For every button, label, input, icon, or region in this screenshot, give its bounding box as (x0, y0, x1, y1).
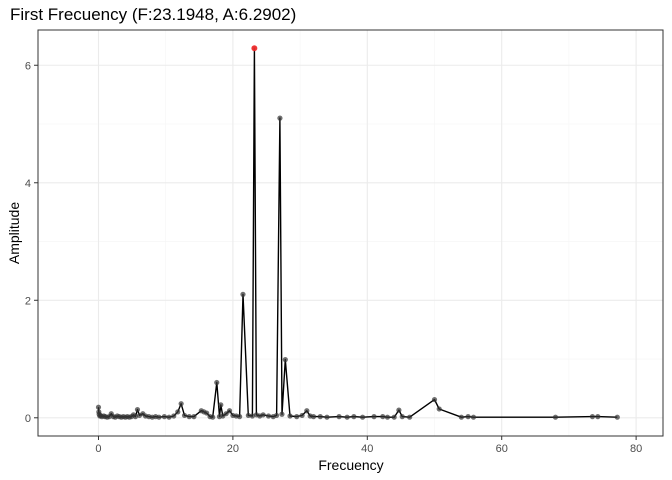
data-point (407, 414, 413, 420)
peak-point (251, 45, 258, 52)
data-point (287, 413, 293, 419)
data-point (282, 357, 288, 363)
x-tick-label: 80 (630, 443, 642, 455)
data-point (299, 412, 305, 419)
chart-title: First Frecuency (F:23.1948, A:6.2902) (10, 5, 296, 24)
data-point (260, 412, 266, 418)
panel-border (37, 29, 664, 437)
data-point (317, 414, 323, 420)
y-axis-title: Amplitude (6, 202, 22, 264)
data-point (304, 408, 310, 414)
x-tick-label: 0 (95, 443, 101, 455)
y-tick-label: 6 (25, 60, 31, 72)
x-axis-title: Frecuency (318, 457, 383, 473)
x-tick-label: 20 (227, 443, 239, 455)
data-point (218, 402, 224, 408)
axes: 0 20 40 60 80 0 2 4 6 (25, 60, 642, 455)
data-point (249, 413, 255, 419)
data-point (310, 414, 317, 420)
data-point (436, 406, 442, 412)
data-point (191, 414, 197, 420)
data-point (265, 413, 272, 419)
data-point (204, 410, 210, 416)
data-point (175, 409, 181, 415)
data-point (156, 414, 162, 420)
y-tick-label: 4 (25, 178, 31, 190)
data-point (458, 414, 464, 420)
x-tick-label: 60 (496, 443, 508, 455)
data-point (95, 404, 102, 410)
data-point (171, 413, 177, 419)
data-point (614, 414, 620, 420)
data-point (344, 414, 350, 420)
data-point (396, 407, 402, 413)
y-tick-label: 0 (25, 413, 31, 425)
data-point (210, 414, 216, 420)
data-point (359, 414, 366, 420)
data-point (399, 414, 405, 420)
data-point (324, 414, 330, 420)
data-point (470, 414, 477, 420)
data-point (237, 414, 243, 420)
data-point (279, 411, 285, 417)
grid (38, 30, 663, 436)
data-point (380, 414, 386, 420)
data-point (214, 379, 220, 386)
data-point (431, 396, 438, 403)
data-point (465, 414, 471, 420)
data-point (273, 412, 280, 419)
data-point (336, 414, 342, 420)
data-point (277, 115, 283, 121)
data-point (384, 414, 391, 420)
data-point (226, 408, 233, 414)
data-point (351, 414, 357, 420)
data-point (589, 414, 596, 420)
data-point (223, 411, 229, 417)
data-point (240, 291, 246, 297)
plot-data (95, 45, 620, 420)
data-point (294, 414, 300, 420)
data-point (595, 414, 601, 420)
data-point (161, 414, 167, 420)
data-point (552, 414, 559, 420)
data-point (391, 414, 397, 420)
data-point (132, 414, 139, 420)
x-tick-label: 40 (361, 443, 373, 455)
y-tick-label: 2 (25, 295, 31, 307)
data-point (181, 412, 188, 419)
data-point (134, 406, 141, 413)
data-point (186, 414, 192, 420)
data-point (245, 412, 251, 419)
series-line (97, 47, 618, 418)
data-point (166, 414, 172, 420)
data-point (178, 401, 184, 407)
data-point (371, 414, 377, 420)
